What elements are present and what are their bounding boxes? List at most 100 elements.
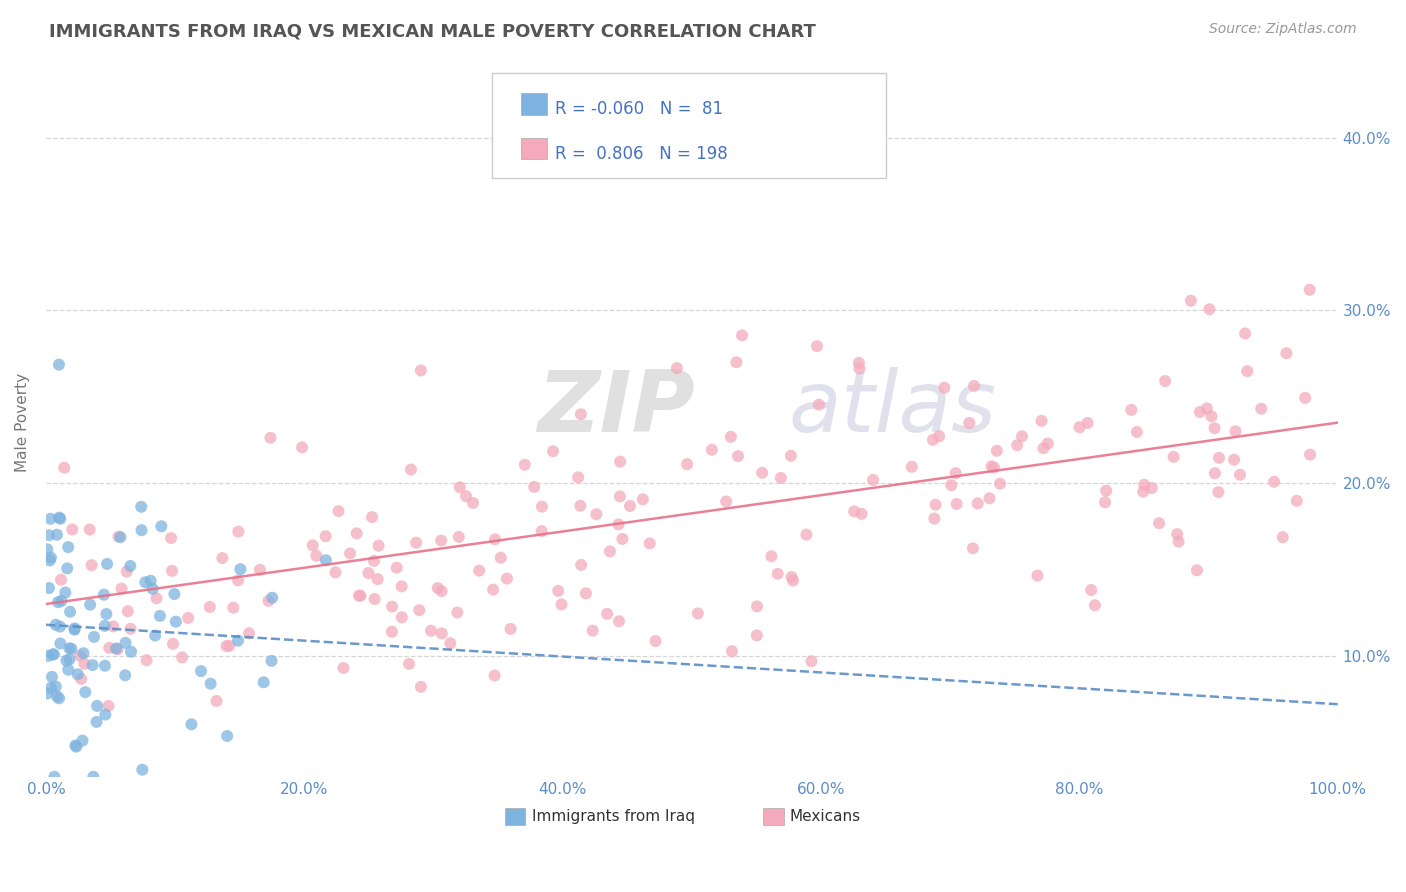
Point bbox=[963, 379, 986, 393]
Point bbox=[1095, 483, 1118, 498]
Point bbox=[1250, 401, 1272, 416]
Point bbox=[1166, 527, 1188, 541]
Point bbox=[727, 449, 749, 463]
Point bbox=[1080, 582, 1102, 597]
Point bbox=[1208, 450, 1230, 465]
Point bbox=[45, 527, 67, 541]
Point bbox=[484, 668, 506, 682]
Point bbox=[567, 470, 589, 484]
Point bbox=[190, 664, 212, 678]
Point bbox=[149, 608, 172, 623]
Point bbox=[107, 642, 129, 657]
Point bbox=[63, 622, 86, 636]
Point bbox=[37, 686, 59, 700]
Point bbox=[367, 572, 389, 586]
Text: Source: ZipAtlas.com: Source: ZipAtlas.com bbox=[1209, 22, 1357, 37]
Point bbox=[70, 672, 93, 686]
Point bbox=[120, 622, 142, 636]
Point bbox=[439, 636, 461, 650]
Text: R = -0.060   N =  81: R = -0.060 N = 81 bbox=[555, 101, 723, 119]
Point bbox=[160, 531, 183, 545]
Point bbox=[1204, 421, 1226, 435]
Point bbox=[218, 639, 240, 653]
Point bbox=[1032, 442, 1054, 456]
Point bbox=[117, 604, 139, 618]
Point bbox=[447, 530, 470, 544]
Point bbox=[700, 442, 723, 457]
Point bbox=[1294, 391, 1316, 405]
Point bbox=[82, 658, 104, 673]
Point bbox=[745, 628, 768, 642]
Point bbox=[39, 550, 62, 565]
Point bbox=[391, 579, 413, 593]
Point bbox=[262, 591, 284, 605]
Text: R =  0.806   N = 198: R = 0.806 N = 198 bbox=[555, 145, 728, 163]
Point bbox=[751, 466, 773, 480]
Point bbox=[42, 648, 65, 662]
Bar bbox=[763, 808, 783, 825]
Point bbox=[957, 416, 980, 430]
Point bbox=[229, 562, 252, 576]
Point bbox=[103, 619, 125, 633]
Point bbox=[530, 524, 553, 539]
Point bbox=[484, 533, 506, 547]
Point bbox=[1285, 494, 1308, 508]
Point bbox=[228, 524, 250, 539]
Point bbox=[110, 530, 132, 544]
Point bbox=[105, 641, 128, 656]
Point bbox=[46, 595, 69, 609]
Point bbox=[1275, 346, 1298, 360]
Point bbox=[499, 622, 522, 636]
Point bbox=[844, 504, 866, 518]
Point bbox=[731, 328, 754, 343]
Point bbox=[1236, 364, 1258, 378]
Point bbox=[143, 629, 166, 643]
Point bbox=[381, 624, 404, 639]
Point bbox=[49, 573, 72, 587]
Text: Immigrants from Iraq: Immigrants from Iraq bbox=[531, 809, 695, 824]
Point bbox=[780, 449, 803, 463]
Point bbox=[1204, 466, 1226, 480]
Point bbox=[63, 623, 86, 637]
Point bbox=[291, 441, 314, 455]
Point bbox=[93, 588, 115, 602]
Point bbox=[665, 361, 688, 376]
Point bbox=[48, 510, 70, 524]
Point bbox=[430, 626, 453, 640]
Point bbox=[714, 494, 737, 508]
Point bbox=[1298, 283, 1320, 297]
Point bbox=[1133, 477, 1156, 491]
Point bbox=[1077, 416, 1099, 430]
Point bbox=[420, 624, 443, 638]
Point bbox=[172, 650, 194, 665]
Point bbox=[305, 549, 328, 563]
Point bbox=[80, 558, 103, 573]
Point bbox=[131, 523, 153, 537]
Point bbox=[367, 539, 389, 553]
Point bbox=[446, 606, 468, 620]
Point bbox=[58, 652, 80, 666]
Point bbox=[253, 675, 276, 690]
Point bbox=[609, 455, 631, 469]
Point bbox=[58, 641, 80, 656]
Point bbox=[1084, 599, 1107, 613]
Point bbox=[745, 599, 768, 614]
Text: IMMIGRANTS FROM IRAQ VS MEXICAN MALE POVERTY CORRELATION CHART: IMMIGRANTS FROM IRAQ VS MEXICAN MALE POV… bbox=[49, 22, 815, 40]
Point bbox=[638, 536, 661, 550]
Point bbox=[96, 557, 118, 571]
Point bbox=[363, 554, 385, 568]
Point bbox=[363, 592, 385, 607]
Point bbox=[145, 591, 167, 606]
Point bbox=[86, 698, 108, 713]
Point bbox=[725, 355, 748, 369]
Point bbox=[945, 497, 967, 511]
Point bbox=[862, 473, 884, 487]
Point bbox=[676, 457, 699, 471]
Point bbox=[72, 646, 94, 660]
Point bbox=[260, 654, 283, 668]
Point bbox=[928, 429, 950, 443]
Point bbox=[347, 589, 370, 603]
Point bbox=[1208, 485, 1230, 500]
Point bbox=[48, 691, 70, 706]
Point bbox=[226, 574, 249, 588]
